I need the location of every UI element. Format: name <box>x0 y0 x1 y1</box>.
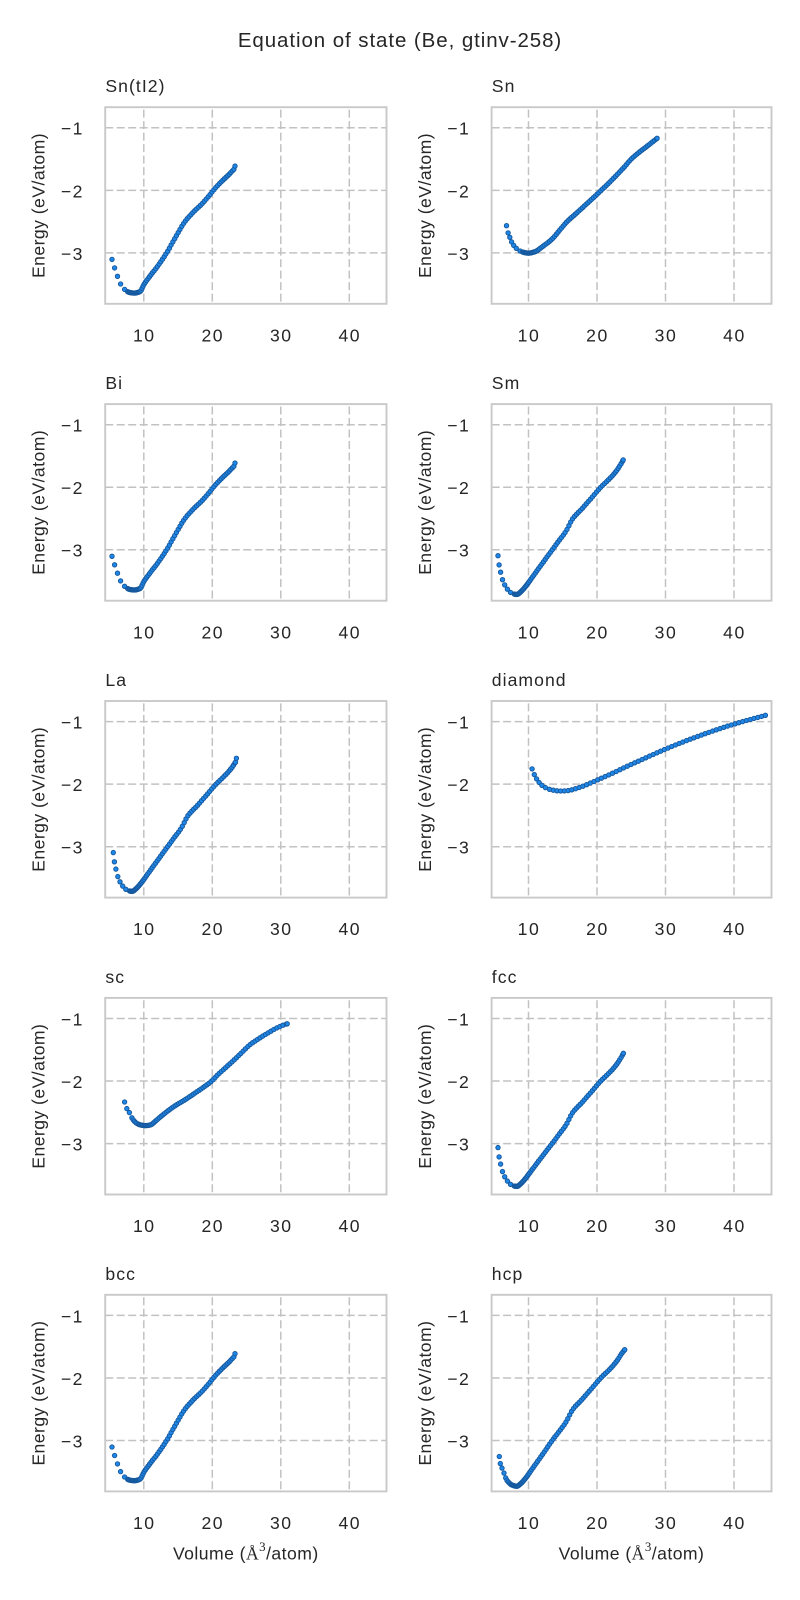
svg-text:30: 30 <box>655 1216 678 1236</box>
svg-text:40: 40 <box>338 325 361 345</box>
svg-text:30: 30 <box>270 919 293 939</box>
svg-text:Energy (eV/atom): Energy (eV/atom) <box>415 1024 435 1169</box>
svg-text:−3: −3 <box>61 244 84 264</box>
svg-text:−2: −2 <box>447 181 470 201</box>
svg-text:−1: −1 <box>61 713 84 733</box>
svg-text:40: 40 <box>723 919 746 939</box>
svg-text:−1: −1 <box>447 416 470 436</box>
svg-text:Energy (eV/atom): Energy (eV/atom) <box>415 430 435 575</box>
svg-text:−3: −3 <box>61 541 84 561</box>
svg-text:30: 30 <box>655 919 678 939</box>
svg-text:Equation of state (Be, gtinv-2: Equation of state (Be, gtinv-258) <box>238 29 562 52</box>
svg-text:40: 40 <box>338 919 361 939</box>
svg-text:diamond: diamond <box>492 670 567 690</box>
svg-text:−1: −1 <box>61 416 84 436</box>
svg-text:10: 10 <box>133 1513 156 1533</box>
svg-text:−2: −2 <box>447 1072 470 1092</box>
svg-text:Volume (Å3/atom): Volume (Å3/atom) <box>559 1539 705 1563</box>
svg-text:20: 20 <box>586 1216 609 1236</box>
svg-text:30: 30 <box>655 622 678 642</box>
svg-text:20: 20 <box>201 325 224 345</box>
svg-text:30: 30 <box>655 1513 678 1533</box>
svg-text:−1: −1 <box>447 713 470 733</box>
svg-text:−1: −1 <box>61 1306 84 1326</box>
svg-text:30: 30 <box>655 325 678 345</box>
svg-text:−2: −2 <box>61 181 84 201</box>
svg-text:−1: −1 <box>61 119 84 139</box>
svg-text:10: 10 <box>518 1513 541 1533</box>
svg-text:30: 30 <box>270 325 293 345</box>
svg-text:−2: −2 <box>61 478 84 498</box>
svg-text:Energy (eV/atom): Energy (eV/atom) <box>415 133 435 278</box>
svg-text:sc: sc <box>105 967 125 987</box>
svg-text:−2: −2 <box>61 1369 84 1389</box>
svg-text:Sn: Sn <box>492 76 516 96</box>
svg-text:10: 10 <box>518 1216 541 1236</box>
svg-text:−1: −1 <box>447 119 470 139</box>
svg-text:20: 20 <box>201 622 224 642</box>
svg-text:20: 20 <box>201 1513 224 1533</box>
svg-text:10: 10 <box>133 919 156 939</box>
svg-text:10: 10 <box>133 1216 156 1236</box>
svg-text:−2: −2 <box>447 478 470 498</box>
svg-text:10: 10 <box>518 919 541 939</box>
svg-text:−1: −1 <box>61 1009 84 1029</box>
svg-text:−3: −3 <box>447 838 470 858</box>
svg-text:30: 30 <box>270 622 293 642</box>
svg-text:−2: −2 <box>61 775 84 795</box>
svg-text:Bi: Bi <box>105 373 123 393</box>
svg-text:−2: −2 <box>61 1072 84 1092</box>
svg-text:−3: −3 <box>447 244 470 264</box>
svg-text:La: La <box>105 670 127 690</box>
svg-text:40: 40 <box>723 325 746 345</box>
svg-text:40: 40 <box>338 1513 361 1533</box>
svg-text:20: 20 <box>201 1216 224 1236</box>
svg-text:−3: −3 <box>61 1431 84 1451</box>
svg-text:Energy (eV/atom): Energy (eV/atom) <box>28 727 48 872</box>
svg-text:20: 20 <box>586 919 609 939</box>
svg-text:hcp: hcp <box>492 1264 524 1284</box>
svg-text:30: 30 <box>270 1216 293 1236</box>
svg-text:−2: −2 <box>447 1369 470 1389</box>
svg-text:10: 10 <box>133 622 156 642</box>
svg-text:Energy (eV/atom): Energy (eV/atom) <box>28 133 48 278</box>
svg-text:20: 20 <box>586 325 609 345</box>
svg-text:Energy (eV/atom): Energy (eV/atom) <box>28 1024 48 1169</box>
svg-text:10: 10 <box>133 325 156 345</box>
svg-text:10: 10 <box>518 325 541 345</box>
svg-text:40: 40 <box>723 1216 746 1236</box>
svg-text:bcc: bcc <box>105 1264 136 1284</box>
svg-text:Sm: Sm <box>492 373 521 393</box>
svg-text:40: 40 <box>723 1513 746 1533</box>
svg-text:fcc: fcc <box>492 967 518 987</box>
svg-text:−2: −2 <box>447 775 470 795</box>
svg-text:30: 30 <box>270 1513 293 1533</box>
svg-text:40: 40 <box>338 1216 361 1236</box>
svg-text:Volume (Å3/atom): Volume (Å3/atom) <box>173 1539 319 1563</box>
svg-text:−3: −3 <box>447 541 470 561</box>
svg-text:20: 20 <box>201 919 224 939</box>
svg-text:−1: −1 <box>447 1306 470 1326</box>
svg-text:−3: −3 <box>61 838 84 858</box>
svg-text:−3: −3 <box>61 1135 84 1155</box>
svg-text:20: 20 <box>586 622 609 642</box>
svg-text:40: 40 <box>723 622 746 642</box>
svg-text:40: 40 <box>338 622 361 642</box>
svg-text:Energy (eV/atom): Energy (eV/atom) <box>415 727 435 872</box>
svg-text:Sn(tI2): Sn(tI2) <box>105 76 165 96</box>
svg-text:−3: −3 <box>447 1135 470 1155</box>
svg-text:Energy (eV/atom): Energy (eV/atom) <box>28 1321 48 1466</box>
svg-text:Energy (eV/atom): Energy (eV/atom) <box>415 1321 435 1466</box>
svg-text:20: 20 <box>586 1513 609 1533</box>
svg-text:−3: −3 <box>447 1431 470 1451</box>
svg-text:10: 10 <box>518 622 541 642</box>
svg-text:−1: −1 <box>447 1009 470 1029</box>
svg-text:Energy (eV/atom): Energy (eV/atom) <box>28 430 48 575</box>
